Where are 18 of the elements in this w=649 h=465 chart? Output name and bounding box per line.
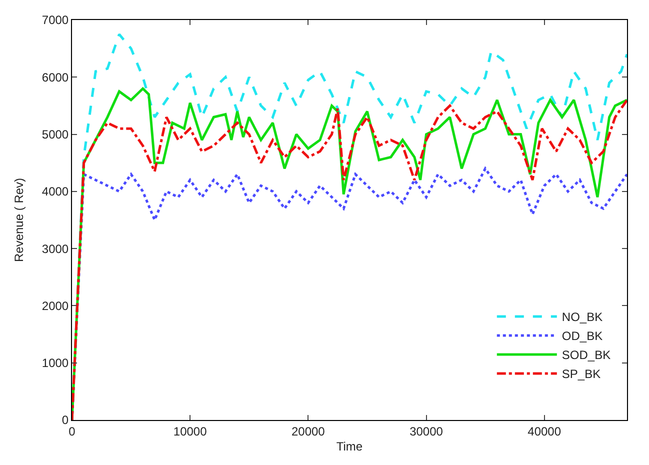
legend-label: NO_BK xyxy=(562,310,603,324)
x-axis-title: Time xyxy=(336,439,363,454)
legend-label: SOD_BK xyxy=(562,348,611,362)
y-tick-label: 1000 xyxy=(42,356,69,370)
y-tick-label: 0 xyxy=(62,413,69,428)
legend-label: OD_BK xyxy=(562,329,603,344)
x-tick-label: 10000 xyxy=(173,424,208,438)
y-tick-label: 2000 xyxy=(42,298,69,313)
y-tick-label: 7000 xyxy=(42,13,69,28)
y-tick-label: 3000 xyxy=(42,242,69,256)
x-tick-label: 40000 xyxy=(528,424,562,438)
x-tick-label: 20000 xyxy=(291,424,326,438)
y-tick-label: 5000 xyxy=(42,127,69,142)
y-tick-label: 4000 xyxy=(42,184,69,199)
x-tick-label: 30000 xyxy=(410,424,444,438)
y-tick-label: 6000 xyxy=(42,70,69,84)
legend-label: SP_BK xyxy=(562,367,601,382)
y-axis-title: Revenue ( Rev) xyxy=(12,178,26,262)
